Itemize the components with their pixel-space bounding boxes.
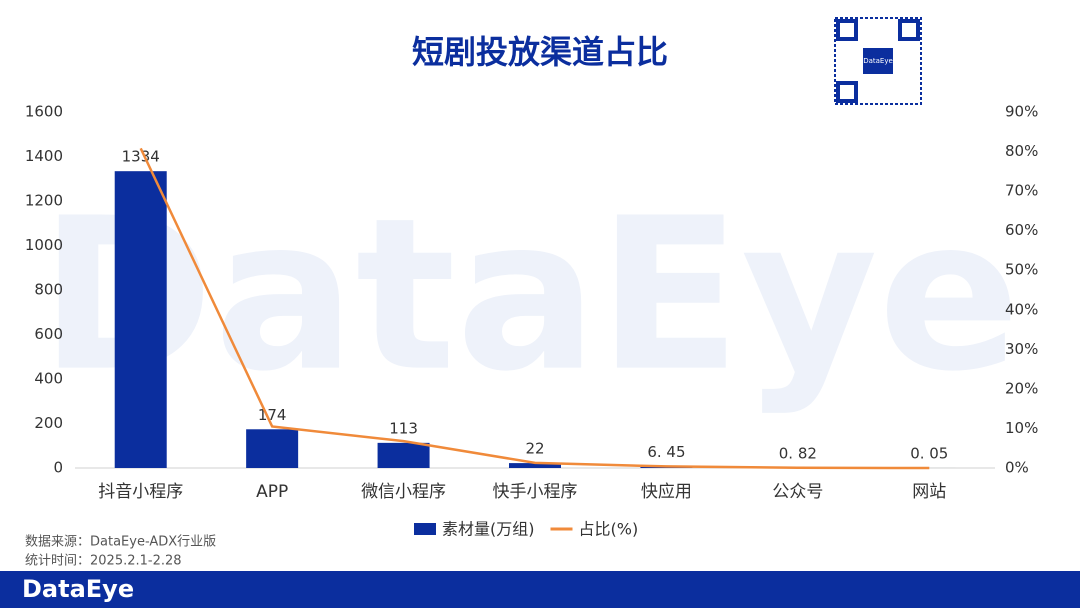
y2-tick-label: 60% bbox=[1005, 221, 1038, 239]
y-tick-label: 800 bbox=[34, 281, 63, 299]
data-label: 174 bbox=[258, 406, 287, 424]
data-label: 113 bbox=[389, 419, 418, 437]
x-tick-label: 快应用 bbox=[641, 482, 692, 502]
qr-corner bbox=[836, 81, 858, 103]
qr-corner bbox=[898, 19, 920, 41]
y2-tick-label: 30% bbox=[1005, 340, 1038, 358]
y2-tick-label: 90% bbox=[1005, 103, 1038, 121]
period: 统计时间：2025.2.1-2.28 bbox=[25, 554, 182, 569]
y-tick-label: 1000 bbox=[25, 236, 63, 254]
data-label: 6. 45 bbox=[647, 443, 685, 461]
bar bbox=[377, 442, 430, 468]
bar bbox=[246, 429, 299, 468]
footer-bar bbox=[0, 571, 1080, 608]
legend-label: 占比(%) bbox=[579, 520, 639, 539]
bar bbox=[114, 171, 167, 468]
qr-logo bbox=[863, 48, 893, 74]
y2-tick-label: 20% bbox=[1005, 379, 1038, 397]
qr-label: DataEye bbox=[863, 57, 893, 65]
x-tick-label: 快手小程序 bbox=[493, 482, 578, 502]
line bbox=[139, 147, 930, 470]
data-label: 0. 82 bbox=[779, 444, 817, 462]
y-tick-label: 200 bbox=[34, 414, 63, 432]
x-tick-label: 微信小程序 bbox=[361, 482, 446, 502]
y2-tick-label: 80% bbox=[1005, 142, 1038, 160]
y-tick-label: 400 bbox=[34, 370, 63, 388]
x-tick-label: 公众号 bbox=[772, 482, 823, 502]
y2-tick-label: 10% bbox=[1005, 419, 1038, 437]
footer-logo: DataEye bbox=[22, 575, 134, 603]
chart-title: 短剧投放渠道占比 bbox=[412, 33, 668, 71]
y2-tick-label: 40% bbox=[1005, 300, 1038, 318]
x-tick-label: APP bbox=[256, 482, 288, 502]
source: 数据来源：DataEye-ADX行业版 bbox=[25, 535, 216, 550]
legend-label: 素材量(万组) bbox=[442, 520, 535, 539]
data-label: 0. 05 bbox=[910, 444, 948, 462]
y2-tick-label: 50% bbox=[1005, 261, 1038, 279]
x-tick-label: 网站 bbox=[912, 482, 946, 502]
y2-tick-label: 0% bbox=[1005, 459, 1029, 477]
data-label: 1334 bbox=[122, 148, 160, 166]
data-label: 22 bbox=[525, 440, 544, 458]
x-tick-label: 抖音小程序 bbox=[98, 482, 183, 502]
y-tick-label: 1200 bbox=[25, 192, 63, 210]
y-tick-label: 1400 bbox=[25, 147, 63, 165]
qr-code: DataEye bbox=[834, 17, 922, 105]
qr-corner bbox=[836, 19, 858, 41]
y-tick-label: 1600 bbox=[25, 103, 63, 121]
y2-tick-label: 70% bbox=[1005, 182, 1038, 200]
bar bbox=[509, 463, 561, 468]
y-tick-label: 0 bbox=[53, 459, 63, 477]
watermark: DataEye bbox=[40, 173, 1021, 418]
y-tick-label: 600 bbox=[34, 325, 63, 343]
legend-swatch bbox=[414, 523, 436, 535]
